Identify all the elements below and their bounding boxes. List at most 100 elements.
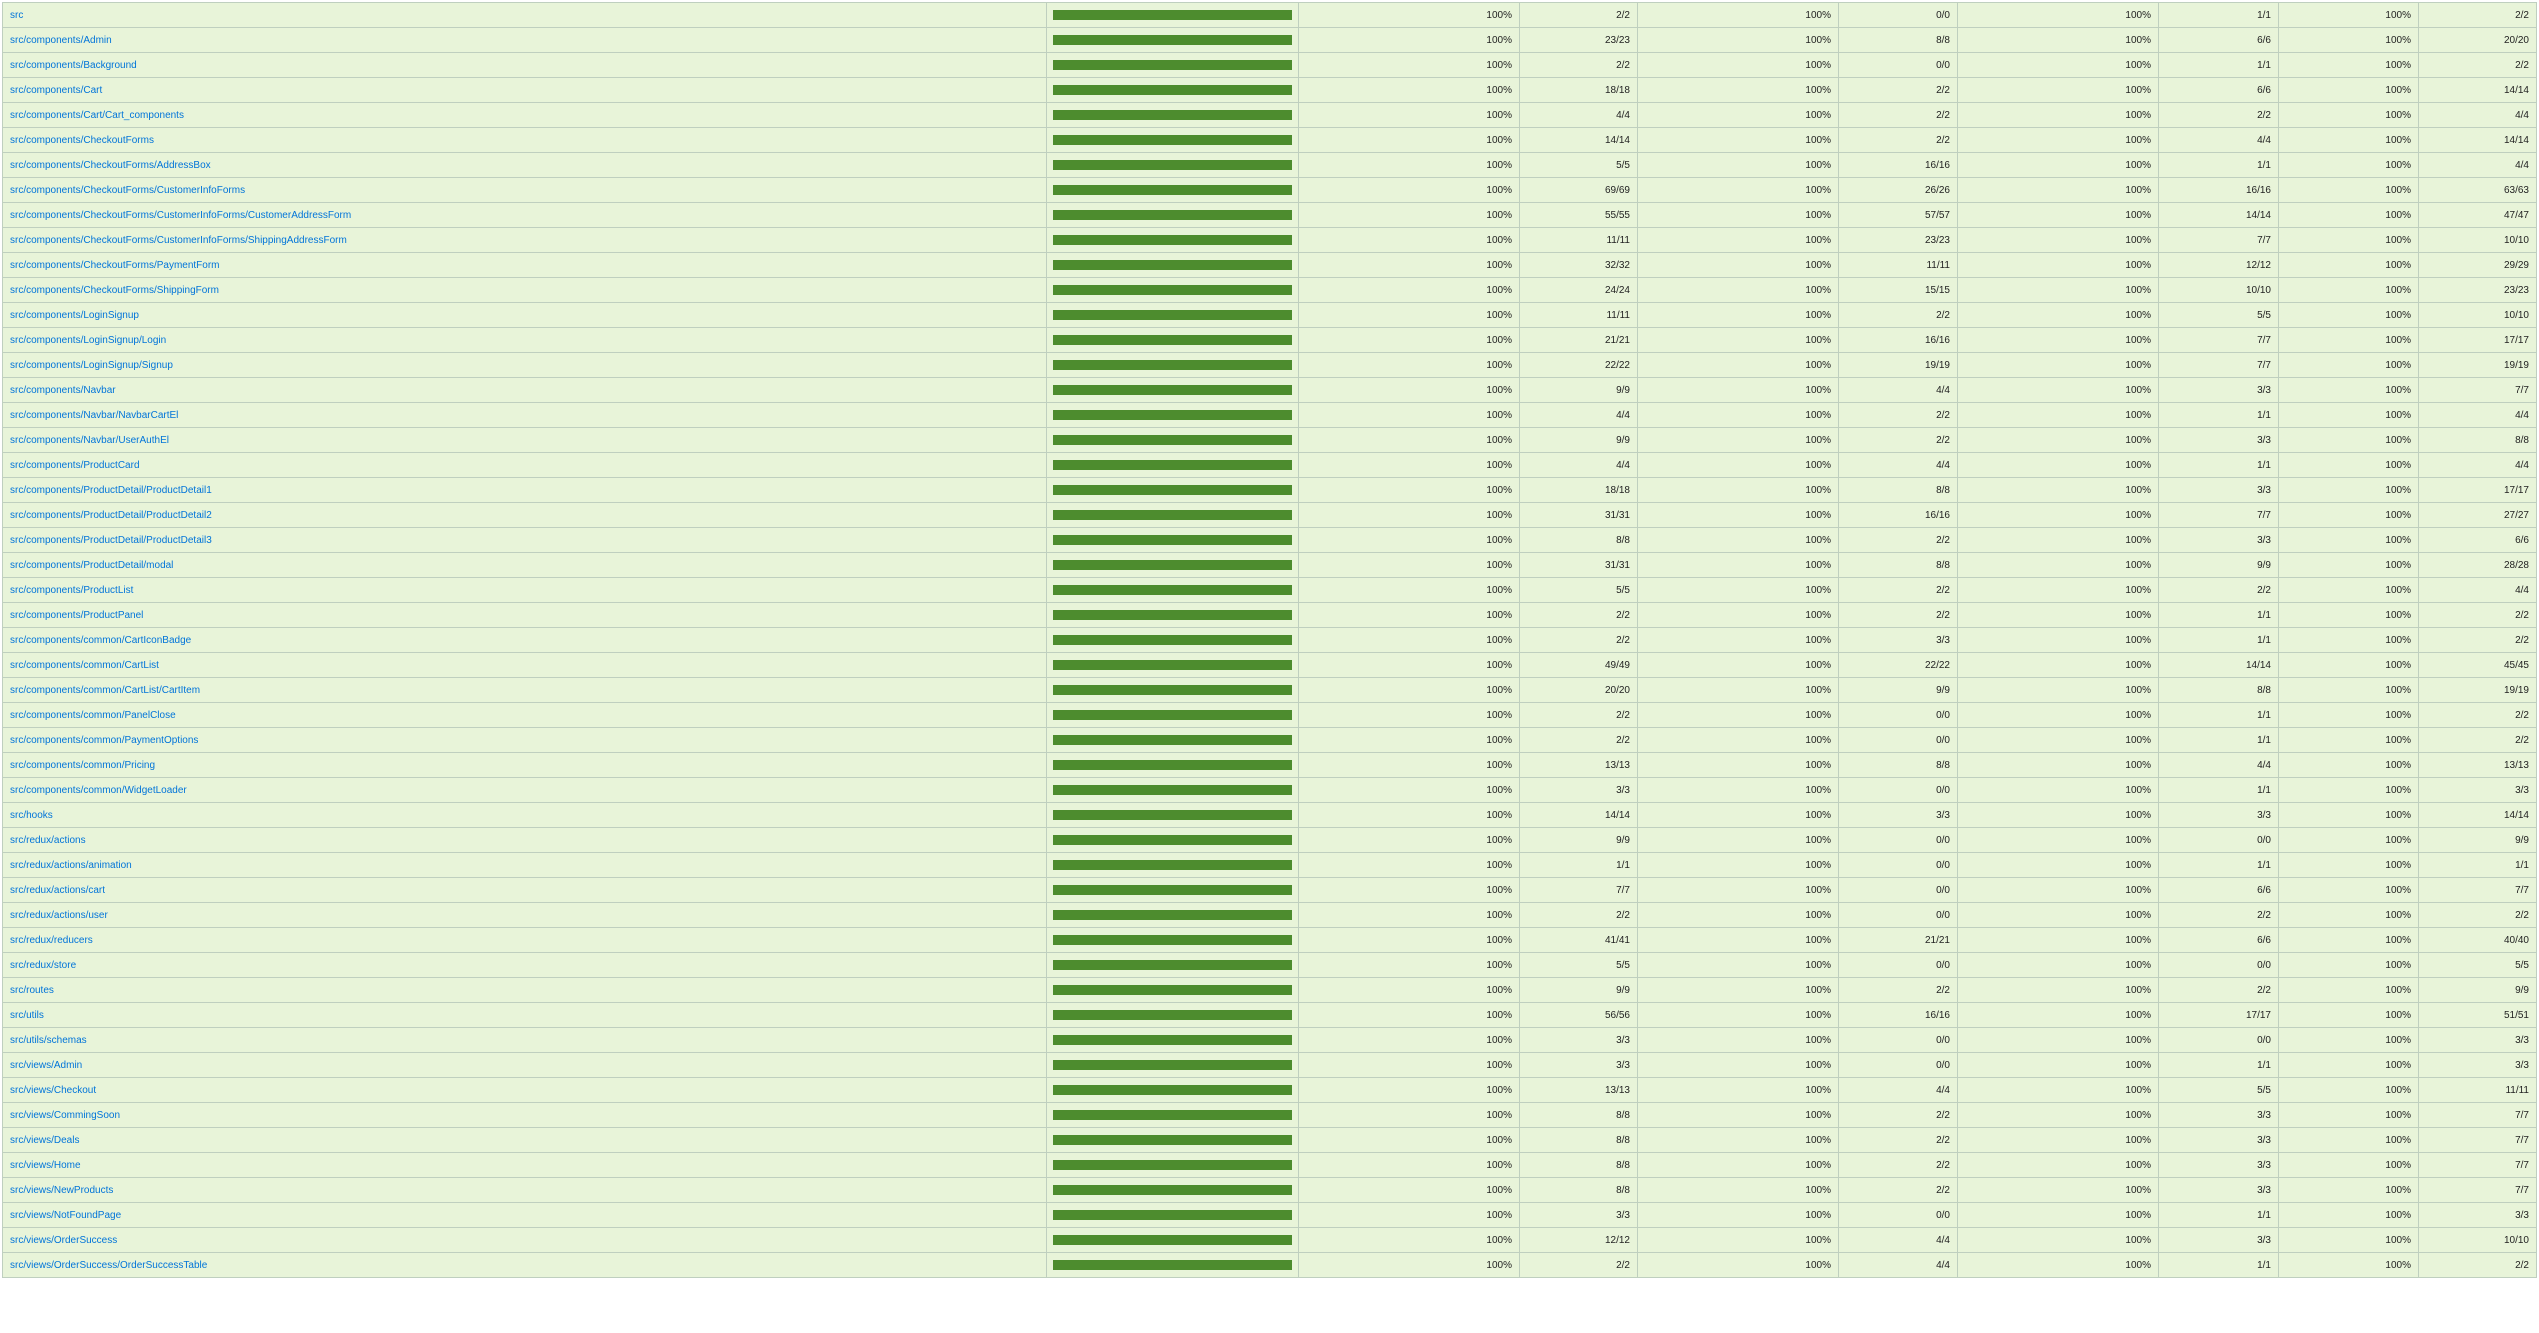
statements-percent: 100% — [1298, 2, 1520, 28]
functions-percent: 100% — [1957, 227, 2159, 253]
file-link[interactable]: src/redux/actions/animation — [10, 859, 132, 871]
file-link[interactable]: src/components/CheckoutForms/CustomerInf… — [10, 184, 246, 196]
file-link[interactable]: src/views/OrderSuccess — [10, 1234, 118, 1246]
file-link[interactable]: src/redux/reducers — [10, 934, 93, 946]
coverage-bar-cell — [1046, 827, 1299, 853]
file-link[interactable]: src/components/LoginSignup/Login — [10, 334, 167, 346]
table-row: src/components/CheckoutForms/CustomerInf… — [2, 227, 2537, 253]
functions-percent: 100% — [1957, 702, 2159, 728]
file-link[interactable]: src/views/OrderSuccess/OrderSuccessTable — [10, 1259, 208, 1271]
file-link[interactable]: src/redux/store — [10, 959, 77, 971]
file-link[interactable]: src/components/common/Pricing — [10, 759, 156, 771]
branches-percent: 100% — [1637, 977, 1839, 1003]
file-link[interactable]: src/components/CheckoutForms/AddressBox — [10, 159, 211, 171]
file-link[interactable]: src/components/ProductPanel — [10, 609, 144, 621]
statements-count: 5/5 — [1519, 152, 1638, 178]
file-link[interactable]: src/views/Deals — [10, 1134, 80, 1146]
functions-percent: 100% — [1957, 1177, 2159, 1203]
file-link[interactable]: src/components/ProductDetail/modal — [10, 559, 174, 571]
file-link[interactable]: src/utils/schemas — [10, 1034, 87, 1046]
functions-count: 3/3 — [2158, 527, 2279, 553]
file-link[interactable]: src/components/Admin — [10, 34, 112, 46]
file-link[interactable]: src/components/LoginSignup — [10, 309, 139, 321]
file-cell: src/redux/actions/cart — [2, 877, 1047, 903]
functions-percent: 100% — [1957, 427, 2159, 453]
coverage-bar-fill — [1053, 960, 1292, 970]
file-link[interactable]: src/components/common/CartList — [10, 659, 159, 671]
file-link[interactable]: src/views/CommingSoon — [10, 1109, 121, 1121]
file-link[interactable]: src/components/Background — [10, 59, 137, 71]
file-link[interactable]: src/components/Navbar/NavbarCartEl — [10, 409, 179, 421]
branches-percent: 100% — [1637, 802, 1839, 828]
file-link[interactable]: src/components/CheckoutForms/CustomerInf… — [10, 234, 347, 246]
file-link[interactable]: src/views/Admin — [10, 1059, 83, 1071]
coverage-bar — [1053, 410, 1292, 420]
statements-count: 9/9 — [1519, 427, 1638, 453]
branches-count: 2/2 — [1838, 1102, 1958, 1128]
file-link[interactable]: src/components/common/CartList/CartItem — [10, 684, 201, 696]
file-link[interactable]: src/components/ProductCard — [10, 459, 140, 471]
branches-percent: 100% — [1637, 1202, 1839, 1228]
statements-percent: 100% — [1298, 227, 1520, 253]
coverage-bar — [1053, 1010, 1292, 1020]
lines-percent: 100% — [2278, 827, 2419, 853]
lines-percent: 100% — [2278, 927, 2419, 953]
lines-percent: 100% — [2278, 1127, 2419, 1153]
file-link[interactable]: src/components/ProductDetail/ProductDeta… — [10, 484, 212, 496]
branches-percent: 100% — [1637, 1127, 1839, 1153]
file-link[interactable]: src/components/ProductDetail/ProductDeta… — [10, 534, 212, 546]
branches-count: 2/2 — [1838, 427, 1958, 453]
table-row: src/components/common/PaymentOptions 100… — [2, 727, 2537, 753]
file-link[interactable]: src/components/Cart/Cart_components — [10, 109, 184, 121]
file-link[interactable]: src/components/ProductList — [10, 584, 134, 596]
file-link[interactable]: src/components/LoginSignup/Signup — [10, 359, 173, 371]
coverage-bar — [1053, 1060, 1292, 1070]
functions-percent: 100% — [1957, 627, 2159, 653]
file-link[interactable]: src/components/common/CartIconBadge — [10, 634, 192, 646]
file-link[interactable]: src/redux/actions/user — [10, 909, 108, 921]
file-link[interactable]: src/components/Cart — [10, 84, 103, 96]
file-link[interactable]: src/routes — [10, 984, 54, 996]
file-link[interactable]: src/components/CheckoutForms/CustomerInf… — [10, 209, 352, 221]
branches-percent: 100% — [1637, 2, 1839, 28]
file-link[interactable]: src/views/NewProducts — [10, 1184, 114, 1196]
functions-count: 3/3 — [2158, 1127, 2279, 1153]
functions-percent: 100% — [1957, 952, 2159, 978]
file-link[interactable]: src/components/Navbar — [10, 384, 116, 396]
coverage-bar-cell — [1046, 877, 1299, 903]
branches-count: 0/0 — [1838, 52, 1958, 78]
file-link[interactable]: src/components/common/PaymentOptions — [10, 734, 199, 746]
file-link[interactable]: src/views/Checkout — [10, 1084, 97, 1096]
coverage-bar-cell — [1046, 302, 1299, 328]
file-link[interactable]: src/components/common/WidgetLoader — [10, 784, 187, 796]
statements-percent: 100% — [1298, 127, 1520, 153]
functions-count: 1/1 — [2158, 602, 2279, 628]
coverage-bar — [1053, 135, 1292, 145]
file-link[interactable]: src/components/CheckoutForms/ShippingFor… — [10, 284, 219, 296]
functions-percent: 100% — [1957, 377, 2159, 403]
table-row: src/components/Cart 100% 18/18 100% 2/2 … — [2, 77, 2537, 103]
branches-count: 23/23 — [1838, 227, 1958, 253]
table-row: src/components/LoginSignup/Login 100% 21… — [2, 327, 2537, 353]
coverage-bar-cell — [1046, 477, 1299, 503]
table-row: src/components/ProductPanel 100% 2/2 100… — [2, 602, 2537, 628]
file-link[interactable]: src/components/ProductDetail/ProductDeta… — [10, 509, 212, 521]
functions-percent: 100% — [1957, 152, 2159, 178]
file-link[interactable]: src/hooks — [10, 809, 53, 821]
file-link[interactable]: src/redux/actions/cart — [10, 884, 106, 896]
file-link[interactable]: src/components/Navbar/UserAuthEl — [10, 434, 169, 446]
functions-count: 3/3 — [2158, 1227, 2279, 1253]
statements-count: 14/14 — [1519, 127, 1638, 153]
file-link[interactable]: src/views/NotFoundPage — [10, 1209, 122, 1221]
file-link[interactable]: src/components/CheckoutForms/PaymentForm — [10, 259, 220, 271]
file-link[interactable]: src/redux/actions — [10, 834, 86, 846]
lines-count: 7/7 — [2418, 1177, 2537, 1203]
functions-percent: 100% — [1957, 727, 2159, 753]
file-link[interactable]: src/utils — [10, 1009, 44, 1021]
file-link[interactable]: src — [10, 9, 24, 21]
functions-count: 1/1 — [2158, 2, 2279, 28]
file-link[interactable]: src/components/common/PanelClose — [10, 709, 176, 721]
file-link[interactable]: src/views/Home — [10, 1159, 81, 1171]
file-link[interactable]: src/components/CheckoutForms — [10, 134, 154, 146]
coverage-bar — [1053, 1260, 1292, 1270]
